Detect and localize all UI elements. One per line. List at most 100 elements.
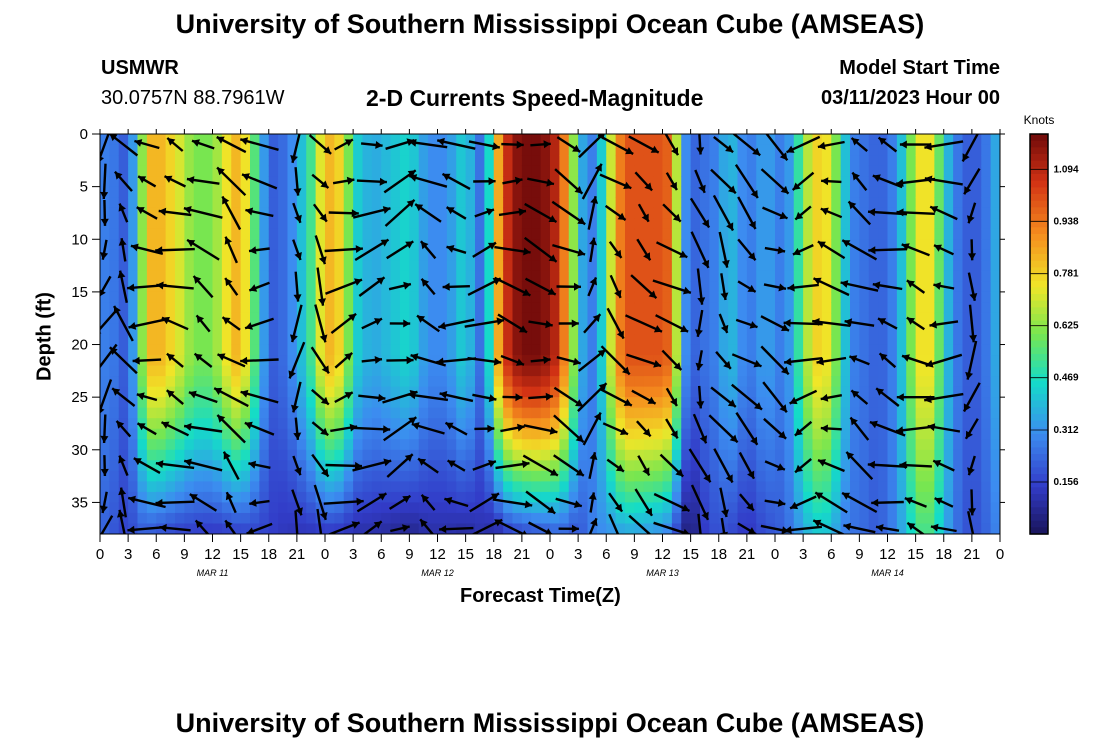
heatmap-cell (362, 397, 373, 409)
heatmap-cell (221, 249, 232, 261)
heatmap-cell (803, 228, 814, 240)
heatmap-cell (868, 291, 879, 304)
heatmap-cell (353, 397, 364, 409)
heatmap-cell (925, 291, 935, 304)
heatmap-cell (137, 260, 148, 272)
heatmap-cell (146, 323, 157, 335)
heatmap-cell (493, 439, 504, 451)
heatmap-cell (203, 386, 214, 398)
heatmap-cell (493, 134, 504, 146)
heatmap-cell (971, 134, 982, 146)
heatmap-cell (971, 449, 982, 461)
heatmap-cell (812, 428, 823, 440)
heatmap-cell (550, 228, 560, 240)
heatmap-cell (240, 481, 251, 493)
heatmap-cell (109, 481, 120, 493)
heatmap-cell (231, 197, 242, 209)
heatmap-cell (325, 439, 335, 451)
heatmap-cell (381, 386, 392, 398)
heatmap-cell (315, 439, 326, 451)
heatmap-cell (306, 449, 317, 461)
heatmap-cell (896, 323, 907, 335)
current-vector (192, 275, 214, 299)
current-vector (929, 320, 959, 329)
heatmap-cell (334, 397, 345, 409)
heatmap-cell (793, 228, 804, 240)
heatmap-cell (250, 386, 260, 398)
heatmap-cell (896, 197, 907, 209)
heatmap-cell (278, 397, 289, 409)
current-vector (636, 238, 652, 261)
heatmap-cell (971, 323, 982, 335)
heatmap-cell (981, 439, 992, 451)
heatmap-cell (821, 502, 832, 514)
heatmap-cell (193, 260, 204, 272)
heatmap-cell (146, 312, 157, 325)
heatmap-cell (503, 491, 514, 504)
heatmap-cell (146, 428, 157, 440)
heatmap-cell (859, 270, 870, 282)
current-vector (661, 349, 683, 371)
colorbar-segment (1030, 274, 1048, 282)
colorbar-segment (1030, 200, 1048, 208)
heatmap-cell (512, 165, 523, 177)
heatmap-cell (128, 228, 139, 240)
heatmap-cell (653, 134, 664, 146)
heatmap-cell (887, 491, 898, 504)
heatmap-cell (887, 386, 898, 398)
heatmap-cell (296, 155, 307, 167)
heatmap-cell (606, 176, 617, 188)
heatmap-cell (456, 197, 467, 209)
heatmap-cell (512, 365, 523, 377)
heatmap-cell (334, 291, 345, 304)
heatmap-cell (165, 165, 176, 177)
heatmap-cell (540, 186, 551, 198)
heatmap-cell (381, 376, 392, 388)
heatmap-cell (362, 186, 373, 198)
heatmap-cell (437, 218, 448, 230)
heatmap-cell (353, 228, 364, 240)
heatmap-cell (156, 165, 167, 177)
heatmap-cell (690, 407, 701, 419)
heatmap-cell (653, 218, 664, 230)
heatmap-cell (456, 470, 467, 482)
current-vector (690, 484, 710, 521)
current-vector (316, 267, 326, 306)
heatmap-cell (325, 249, 335, 261)
heatmap-cell (831, 249, 842, 261)
heatmap-cell (859, 334, 870, 346)
heatmap-cell (681, 365, 692, 377)
heatmap-cell (428, 460, 439, 472)
heatmap-cell (775, 502, 785, 514)
heatmap-cell (681, 397, 692, 409)
heatmap-cell (700, 523, 710, 534)
heatmap-cell (550, 376, 560, 388)
heatmap-cell (343, 512, 354, 525)
colorbar-segment (1030, 287, 1048, 295)
heatmap-cell (353, 386, 364, 398)
heatmap-cell (100, 334, 110, 346)
heatmap-cell (231, 439, 242, 451)
heatmap-cell (859, 260, 870, 272)
current-vector (665, 172, 678, 191)
heatmap-cell (784, 439, 795, 451)
heatmap-cell (746, 355, 757, 367)
current-vector (901, 243, 930, 257)
heatmap-cell (531, 407, 542, 419)
heatmap-cell (296, 355, 307, 367)
colorbar-segment (1030, 314, 1048, 322)
heatmap-cell (906, 228, 917, 240)
heatmap-cell (962, 386, 973, 398)
heatmap-cell (100, 470, 110, 482)
heatmap-cell (953, 249, 964, 261)
heatmap-cell (915, 197, 926, 209)
heatmap-cell (456, 418, 467, 430)
heatmap-cell (315, 260, 326, 272)
heatmap-cell (634, 144, 645, 156)
heatmap-cell (700, 418, 710, 430)
heatmap-cell (793, 312, 804, 325)
heatmap-cell (296, 249, 307, 261)
heatmap-cell (484, 523, 495, 534)
heatmap-cell (906, 323, 917, 335)
